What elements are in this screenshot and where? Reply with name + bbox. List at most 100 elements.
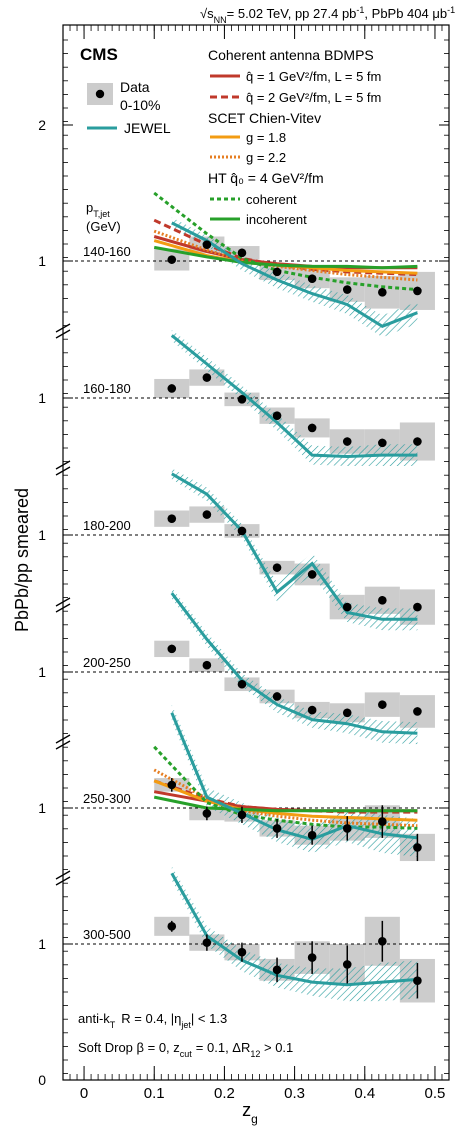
x-tick-label: 0.3	[284, 1085, 305, 1102]
curve-scet2	[153, 229, 418, 282]
data-point	[413, 843, 422, 852]
data-point	[202, 373, 212, 382]
panel-label: 140-160	[83, 244, 131, 259]
data-point	[237, 248, 247, 258]
jet-info-a: anti-k	[78, 1011, 110, 1026]
legend-left: Data 0-10% JEWEL	[87, 79, 171, 136]
y-tick-label: 0	[38, 1072, 46, 1088]
panel-labels: 140-160 160-180 180-200 200-250 250-300 300-5…	[83, 244, 131, 942]
energy-label: = 5.02 TeV, pp 27.4 pb	[227, 6, 357, 21]
data-point	[307, 274, 317, 283]
curve-ht2	[153, 795, 418, 813]
legend-right: Coherent antenna BDMPS q̂ = 1 GeV²/fm, L…	[208, 47, 381, 227]
energy-root-sub: NN	[214, 15, 227, 25]
softdrop-a: Soft Drop β = 0, z	[78, 1040, 180, 1055]
jet-info-sub2: jet	[180, 1020, 191, 1030]
data-point	[342, 824, 352, 833]
x-axis-z: z	[242, 1100, 251, 1120]
axis-break-mark	[55, 734, 71, 744]
data-point	[167, 922, 177, 931]
panel-label: 250-300	[83, 791, 131, 806]
legend-scet1-label: g = 1.8	[246, 130, 286, 145]
data-point	[307, 705, 317, 715]
data-point	[342, 602, 352, 612]
curve-ht1	[153, 191, 418, 292]
legend-ht1-label: coherent	[246, 192, 297, 207]
data-point	[202, 660, 212, 670]
curve-scet1	[153, 779, 418, 822]
data-point	[378, 936, 387, 946]
data-point	[237, 395, 247, 404]
energy-root: s	[207, 6, 214, 21]
softdrop-info: Soft Drop β = 0, zcut = 0.1, ΔR12 > 0.1	[78, 1040, 293, 1059]
x-tick-label: 0	[80, 1085, 88, 1102]
jewel-curve	[170, 712, 418, 841]
pt-header-p: p	[86, 200, 93, 215]
jewel-band	[171, 217, 418, 338]
panel-label: 180-200	[83, 518, 131, 533]
x-tick-label: 0.2	[214, 1085, 235, 1102]
legend-scet2-label: g = 2.2	[246, 150, 286, 165]
data-point	[237, 947, 247, 957]
softdrop-b: = 0.1, ΔR	[196, 1040, 251, 1055]
legend-data-sublabel: 0-10%	[120, 97, 160, 113]
header: √sNN= 5.02 TeV, pp 27.4 pb-1, PbPb 404 μ…	[200, 5, 455, 25]
data-point	[272, 563, 282, 572]
data-point	[307, 423, 317, 433]
softdrop-sub2: 12	[250, 1049, 260, 1059]
data-point	[413, 707, 422, 716]
jewel-curve	[170, 592, 418, 735]
jewel-curve	[170, 334, 418, 459]
axis-break-mark	[55, 597, 71, 607]
data-point	[202, 809, 212, 818]
model-curves	[153, 191, 418, 987]
y-tick-label: 2	[38, 117, 46, 133]
y-tick-label: 1	[38, 936, 46, 952]
data-point	[342, 437, 352, 446]
svg-text:√sNN= 5.02 TeV, pp 27.4 pb-1,: √sNN= 5.02 TeV, pp 27.4 pb-1, PbPb 404 μ…	[200, 5, 455, 25]
jewel-band	[171, 866, 418, 1002]
data-point	[167, 514, 177, 523]
data-point	[307, 830, 317, 840]
data-point	[413, 602, 422, 612]
data-point	[413, 437, 422, 446]
data-point	[378, 700, 387, 709]
legend-bdmps1-label: q̂ = 1 GeV²/fm, L = 5 fm	[246, 69, 381, 84]
jewel-curve	[170, 872, 418, 987]
legend-data-marker	[95, 89, 105, 99]
jewel-band	[171, 468, 418, 631]
data-point	[272, 411, 282, 420]
axis-break-mark	[55, 603, 71, 613]
data-point	[307, 953, 317, 962]
softdrop-sub: cut	[180, 1049, 193, 1059]
data-point	[167, 255, 177, 264]
softdrop-c: > 0.1	[260, 1040, 293, 1055]
axis-break-mark	[55, 323, 71, 333]
data-point	[307, 570, 317, 579]
data-point	[378, 438, 387, 448]
jewel-curve	[171, 472, 418, 621]
data-point	[202, 938, 212, 947]
lumi-label: , PbPb 404 μb	[364, 6, 447, 21]
axis-break-mark	[55, 876, 71, 886]
axis-break-mark	[55, 870, 71, 880]
x-tick-label: 0.1	[144, 1085, 165, 1102]
data-point	[167, 780, 177, 790]
jet-info-c: | < 1.3	[191, 1011, 227, 1026]
legend-data-label: Data	[120, 79, 150, 95]
curve-scet2	[153, 768, 418, 828]
pt-unit: (GeV)	[86, 219, 121, 234]
axis-break-mark	[55, 740, 71, 750]
data-point	[237, 526, 247, 536]
data-point	[167, 384, 177, 393]
data-point	[413, 286, 422, 296]
curve-ht2	[153, 245, 418, 270]
legend-ht-title: HT q̂₀ = 4 GeV²/fm	[208, 170, 324, 186]
jet-info-sub: T	[110, 1020, 116, 1030]
data-point	[272, 267, 282, 277]
data-point	[237, 810, 247, 820]
plot-frame	[62, 24, 450, 1081]
lumi-sup: -1	[447, 5, 455, 15]
y-axis-title: PbPb/pp smeared	[12, 488, 32, 632]
